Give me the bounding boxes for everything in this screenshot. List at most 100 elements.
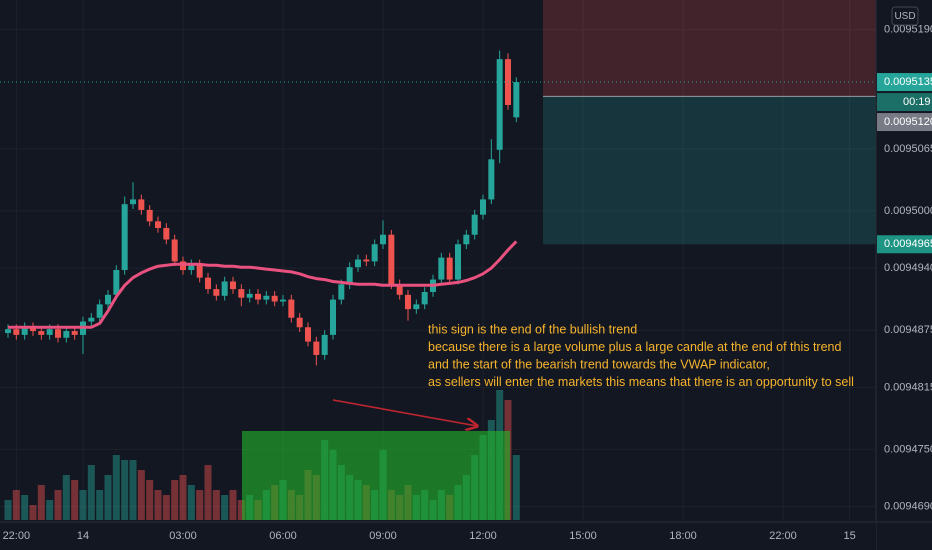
candle-body bbox=[105, 294, 111, 305]
candle-body bbox=[63, 331, 70, 338]
time-axis bbox=[0, 522, 876, 550]
candle-body bbox=[5, 329, 11, 333]
annotation-line: this sign is the end of the bullish tren… bbox=[428, 322, 637, 336]
vwap-line bbox=[8, 240, 518, 329]
candle-body bbox=[471, 214, 478, 235]
candle-body bbox=[96, 304, 103, 318]
candle-body bbox=[263, 295, 270, 300]
candle-body bbox=[380, 234, 386, 245]
y-tick-label: 0.0094875 bbox=[884, 324, 932, 336]
volume-bar bbox=[187, 485, 195, 520]
y-tick-label: 0.0094940 bbox=[884, 262, 932, 274]
candle-body bbox=[496, 59, 503, 150]
volume-bar bbox=[146, 480, 154, 520]
candle-body bbox=[371, 244, 378, 262]
candle-body bbox=[221, 281, 228, 296]
candle-body bbox=[171, 239, 178, 262]
x-tick-label: 22:00 bbox=[3, 530, 31, 542]
annotation-line: because there is a large volume plus a l… bbox=[428, 340, 842, 354]
volume-bar bbox=[171, 480, 179, 520]
candle-body bbox=[305, 327, 311, 342]
volume-bar bbox=[96, 490, 104, 520]
volume-bar bbox=[71, 480, 79, 520]
volume-bar bbox=[12, 490, 20, 520]
currency-box bbox=[891, 6, 919, 26]
volume-bar bbox=[79, 490, 87, 520]
target-zone bbox=[543, 96, 876, 245]
volume-bar bbox=[4, 500, 12, 520]
volume-bar bbox=[154, 490, 162, 520]
candle-body bbox=[230, 281, 236, 290]
volume-bar bbox=[87, 465, 95, 520]
annotation-line: and the start of the bearish trend towar… bbox=[428, 357, 770, 371]
volume-bar bbox=[137, 470, 145, 520]
volume-bar bbox=[221, 495, 229, 520]
candle-body bbox=[255, 293, 261, 300]
candle-body bbox=[405, 294, 411, 310]
volume-bar bbox=[129, 460, 137, 520]
y-tick-label: 0.0094750 bbox=[884, 443, 932, 455]
candle-body bbox=[488, 159, 495, 200]
volume-bar bbox=[37, 485, 45, 520]
candle-body bbox=[130, 199, 136, 205]
candle-body bbox=[321, 334, 328, 355]
overlays bbox=[0, 81, 876, 329]
target-label-box bbox=[877, 235, 932, 254]
candle-body bbox=[313, 341, 320, 355]
candle-body bbox=[446, 257, 453, 280]
candle-body bbox=[238, 289, 245, 298]
candle-body bbox=[271, 295, 278, 302]
currency: USD bbox=[894, 11, 915, 22]
candle-body bbox=[513, 82, 520, 118]
volume-bar bbox=[62, 475, 70, 520]
candle-body bbox=[330, 299, 336, 335]
candle-body bbox=[163, 228, 170, 240]
x-tick-label: 14 bbox=[77, 530, 89, 542]
candle-body bbox=[88, 317, 95, 322]
volume-bar bbox=[212, 490, 220, 520]
candle-body bbox=[196, 264, 203, 278]
candle-body bbox=[280, 299, 286, 302]
x-tick-label: 15 bbox=[844, 530, 856, 542]
arrow bbox=[332, 399, 477, 426]
y-tick-label: 0.0094690 bbox=[884, 501, 932, 513]
candle-body bbox=[363, 259, 370, 262]
candle-body bbox=[338, 284, 345, 300]
volume-bar bbox=[121, 460, 129, 520]
volume-bar bbox=[104, 475, 112, 520]
x-tick-label: 18:00 bbox=[669, 530, 697, 542]
candle-body bbox=[413, 304, 420, 310]
y-tick-label: 0.0095190 bbox=[884, 23, 932, 35]
candle-body bbox=[138, 199, 145, 210]
y-tick-label: 0.0095000 bbox=[884, 205, 932, 217]
entry-label: 0.0095120 bbox=[884, 116, 932, 128]
x-tick-label: 12:00 bbox=[469, 530, 497, 542]
volume-bar bbox=[29, 505, 37, 520]
volume-bar bbox=[46, 500, 54, 520]
candle-body bbox=[21, 327, 28, 335]
candle-body bbox=[213, 289, 220, 296]
candle-body bbox=[355, 259, 361, 268]
target-label: 0.0094965 bbox=[884, 238, 932, 250]
candle-body bbox=[396, 284, 403, 295]
x-tick-label: 09:00 bbox=[369, 530, 397, 542]
volume-bar bbox=[21, 495, 29, 520]
candle-body bbox=[246, 293, 253, 298]
x-tick-label: 03:00 bbox=[169, 530, 197, 542]
candle-body bbox=[455, 244, 461, 280]
x-tick-label: 15:00 bbox=[569, 530, 597, 542]
candle-body bbox=[438, 257, 445, 280]
candle-body bbox=[146, 209, 153, 222]
volume-bar bbox=[54, 490, 62, 520]
candle-body bbox=[480, 199, 486, 215]
candle-body bbox=[113, 270, 120, 295]
last-price-label: 0.0095135 bbox=[884, 76, 932, 88]
countdown: 00:19 bbox=[903, 96, 931, 108]
candle-body bbox=[38, 331, 45, 335]
highlight-box bbox=[242, 431, 510, 520]
x-tick-label: 22:00 bbox=[769, 530, 797, 542]
price-axis bbox=[876, 0, 932, 550]
axis-labels: 0.0095190 0.0095065 0.0095000 0.0094940 0.00… bbox=[3, 23, 932, 542]
stop-zone bbox=[543, 0, 876, 97]
